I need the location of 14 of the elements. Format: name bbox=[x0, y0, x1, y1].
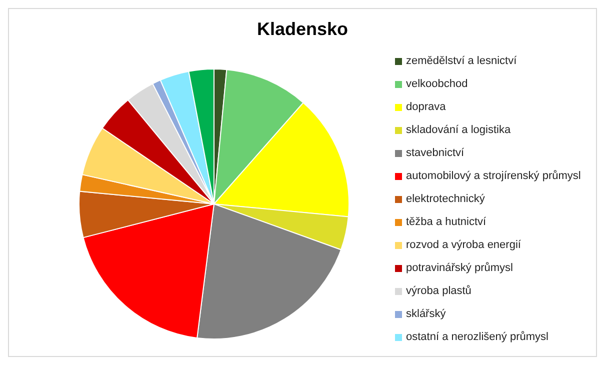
legend-label: velkoobchod bbox=[406, 78, 468, 90]
chart-title: Kladensko bbox=[256, 18, 350, 41]
legend-label: sklářský bbox=[406, 308, 446, 320]
legend-label: doprava bbox=[406, 101, 446, 113]
legend-label: rozvod a výroba energií bbox=[406, 239, 521, 251]
legend-label: skladování a logistika bbox=[406, 124, 511, 136]
legend-label: ostatní a nerozlišený průmysl bbox=[406, 331, 548, 343]
legend-label: výroba plastů bbox=[406, 285, 472, 297]
legend-label: stavebnictví bbox=[406, 147, 464, 159]
legend-label: těžba a hutnictví bbox=[406, 216, 486, 228]
legend-label: automobilový a strojírenský průmysl bbox=[406, 170, 581, 182]
legend-label: potravinářský průmysl bbox=[406, 262, 513, 274]
legend-label: zemědělství a lesnictví bbox=[406, 55, 517, 67]
legend-label: elektrotechnický bbox=[406, 193, 485, 205]
